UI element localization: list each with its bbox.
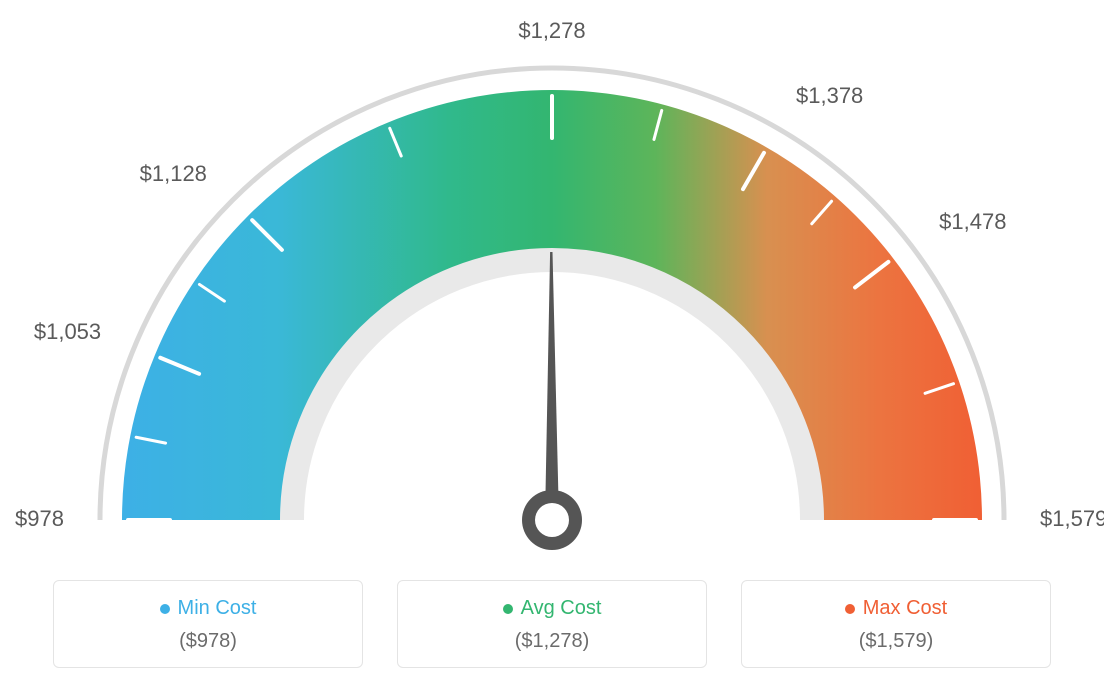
legend-card-max: Max Cost ($1,579) (741, 580, 1051, 668)
scale-label-3: $1,278 (512, 18, 592, 44)
legend-value-min: ($978) (64, 630, 352, 653)
legend-title-avg-text: Avg Cost (521, 597, 602, 620)
legend-title-max-text: Max Cost (863, 597, 947, 620)
gauge-chart-container: $978 $1,053 $1,128 $1,278 $1,378 $1,478 … (0, 0, 1104, 690)
legend-value-avg: ($1,278) (408, 630, 696, 653)
scale-label-2: $1,128 (137, 161, 207, 187)
scale-label-1: $1,053 (31, 319, 101, 345)
dot-icon (160, 604, 170, 614)
legend-title-max: Max Cost (845, 597, 947, 620)
legend-card-avg: Avg Cost ($1,278) (397, 580, 707, 668)
scale-label-4: $1,378 (796, 83, 863, 109)
scale-label-6: $1,579 (1040, 506, 1104, 532)
legend-row: Min Cost ($978) Avg Cost ($1,278) Max Co… (0, 580, 1104, 668)
gauge-needle (522, 252, 582, 550)
dot-icon (503, 604, 513, 614)
legend-value-max: ($1,579) (752, 630, 1040, 653)
legend-title-avg: Avg Cost (503, 597, 602, 620)
legend-card-min: Min Cost ($978) (53, 580, 363, 668)
scale-label-0: $978 (0, 506, 64, 532)
scale-label-5: $1,478 (939, 209, 1006, 235)
legend-title-min: Min Cost (160, 597, 257, 620)
gauge-area: $978 $1,053 $1,128 $1,278 $1,378 $1,478 … (52, 20, 1052, 580)
legend-title-min-text: Min Cost (178, 597, 257, 620)
gauge-svg (52, 20, 1052, 580)
dot-icon (845, 604, 855, 614)
